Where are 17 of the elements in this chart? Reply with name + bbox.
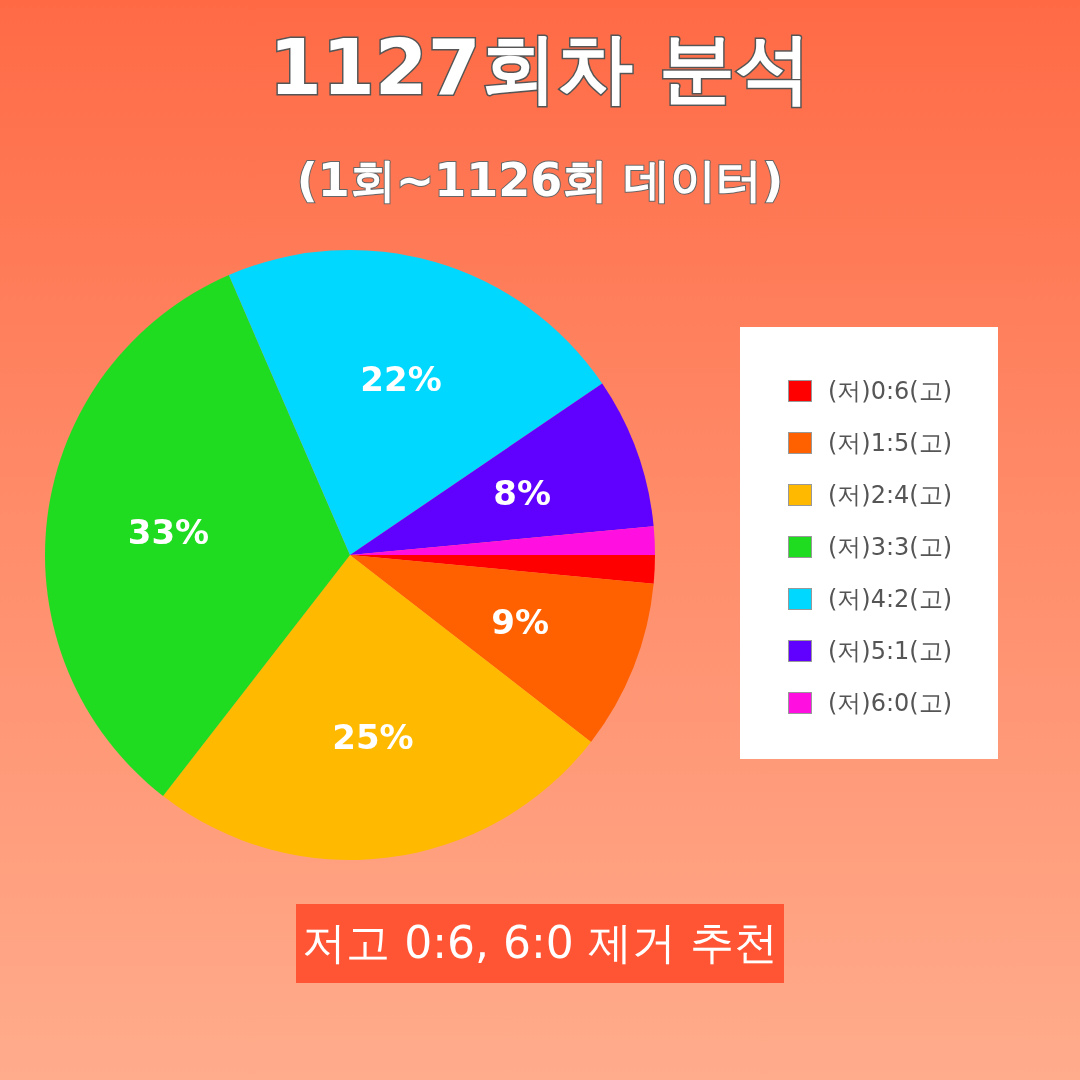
legend-label: (저)6:0(고) xyxy=(828,688,953,719)
legend-label: (저)4:2(고) xyxy=(828,584,953,615)
data-label: 8% xyxy=(493,473,552,514)
chart-subtitle: (1회~1126회 데이터) xyxy=(295,152,785,209)
legend-label: (저)5:1(고) xyxy=(828,636,953,667)
data-label: 22% xyxy=(360,359,442,400)
legend-label: (저)1:5(고) xyxy=(828,428,953,459)
data-label: 25% xyxy=(332,716,414,757)
data-label: 9% xyxy=(491,602,550,643)
legend-label: (저)0:6(고) xyxy=(828,376,953,407)
pie-slice xyxy=(163,555,591,860)
legend-label: (저)3:3(고) xyxy=(828,532,953,563)
data-label: 33% xyxy=(127,512,210,553)
text: 저고 0:6, 6:0 제거 추천 xyxy=(296,904,784,983)
pie-slice xyxy=(228,250,603,555)
chart-title: 1127회차 분석 xyxy=(268,22,812,114)
legend-label: (저)2:4(고) xyxy=(828,480,953,511)
